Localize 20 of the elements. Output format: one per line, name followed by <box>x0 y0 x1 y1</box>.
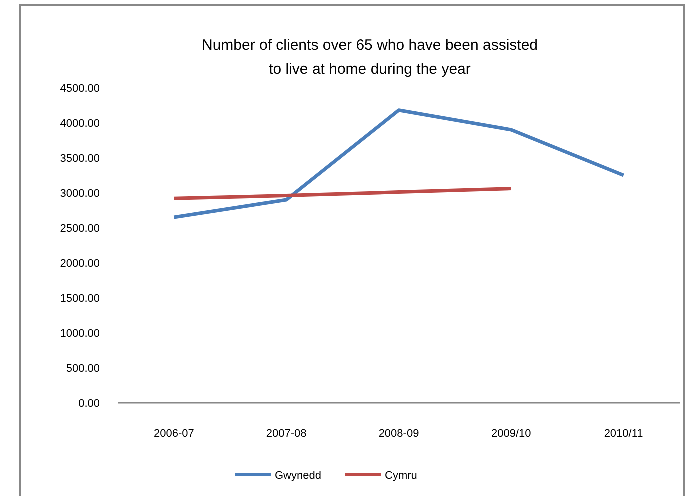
y-tick-label: 500.00 <box>66 363 100 375</box>
y-tick-label: 2500.00 <box>60 223 100 235</box>
chart-title: Number of clients over 65 who have been assisted to live at home during the year <box>202 37 538 78</box>
x-tick-label: 2006-07 <box>154 428 194 440</box>
x-tick-label: 2010/11 <box>604 428 644 440</box>
y-tick-label: 1500.00 <box>60 293 100 305</box>
y-tick-label: 3000.00 <box>60 188 100 200</box>
y-tick-label: 3500.00 <box>60 153 100 165</box>
x-tick-label: 2009/10 <box>492 428 532 440</box>
line-series <box>172 187 514 200</box>
line-series <box>172 108 626 220</box>
y-tick-label: 0.00 <box>78 398 100 410</box>
x-tick-label: 2008-09 <box>378 428 420 440</box>
x-tick-label: 2007-08 <box>266 428 307 440</box>
y-tick-label: 4500.00 <box>60 83 100 95</box>
y-tick-label: 2000.00 <box>60 258 100 270</box>
legend-label: Gwynedd <box>275 470 322 482</box>
y-tick-label: 4000.00 <box>60 118 100 130</box>
y-tick-label: 1000.00 <box>60 328 100 340</box>
legend-label: Cymru <box>385 470 418 482</box>
